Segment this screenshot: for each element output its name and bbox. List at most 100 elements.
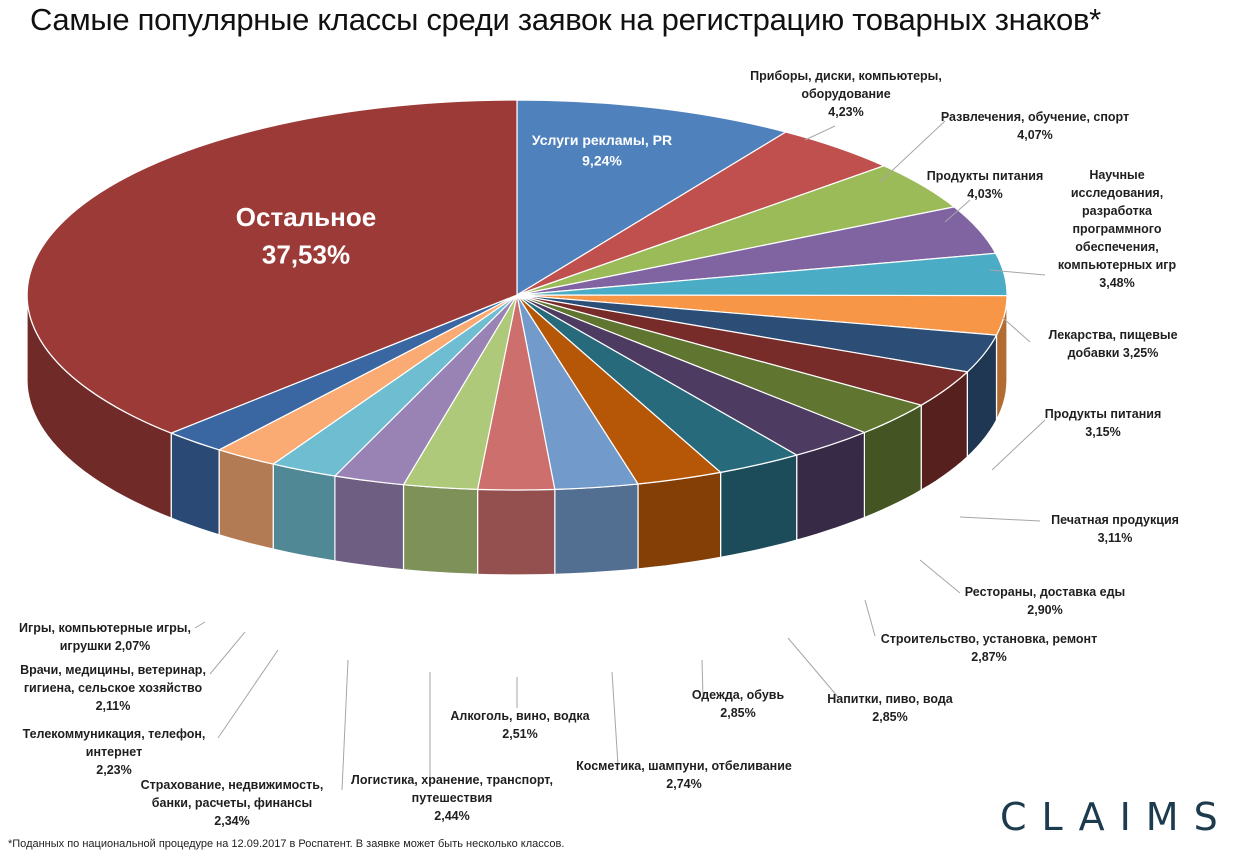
slice-label-2-line-0: Развлечения, обучение, спорт <box>941 110 1129 124</box>
slice-side-18 <box>170 432 220 536</box>
leader-lines <box>194 120 1046 791</box>
leader-line-7 <box>959 516 1041 522</box>
slice-label-5: Лекарства, пищевые добавки 3,25% <box>1048 328 1177 360</box>
slice-label-12-line-0: Косметика, шампуни, отбеливание <box>576 759 792 773</box>
slice-label-1-line-1: оборудование <box>801 87 890 101</box>
slice-label-9: Строительство, установка, ремонт 2,87% <box>881 632 1097 664</box>
chart-title: Самые популярные классы среди заявок на … <box>30 2 1101 37</box>
slice-label-8-line-1: 2,90% <box>1027 603 1062 617</box>
slice-label-19-line-0: Остальное <box>236 202 376 232</box>
slice-label-8: Рестораны, доставка еды 2,90% <box>965 585 1125 617</box>
slice-label-1: Приборы, диски, компьютеры, оборудование 4… <box>750 69 942 119</box>
slice-label-14-line-0: Логистика, хранение, транспорт, <box>351 773 553 787</box>
slice-label-9-line-1: 2,87% <box>971 650 1006 664</box>
slice-label-2: Развлечения, обучение, спорт 4,07% <box>941 110 1129 142</box>
claims-logo: CLAIMS <box>1000 795 1233 839</box>
slice-label-1-line-0: Приборы, диски, компьютеры, <box>750 69 942 83</box>
slice-label-2-line-1: 4,07% <box>1017 128 1052 142</box>
slice-label-5-line-0: Лекарства, пищевые <box>1048 328 1177 342</box>
slice-label-4-line-6: 3,48% <box>1099 276 1134 290</box>
slice-label-4-line-0: Научные <box>1089 168 1144 182</box>
slice-label-16: Телекоммуникация, телефон, интернет 2,23% <box>23 727 206 777</box>
leader-line-2 <box>879 120 946 183</box>
slice-label-3-line-1: 4,03% <box>967 187 1002 201</box>
slice-label-17-line-2: 2,11% <box>96 699 131 713</box>
footnote: *Поданных по национальной процедуре на 1… <box>8 838 565 850</box>
leader-line-16 <box>217 649 279 739</box>
slice-side-17 <box>218 448 274 550</box>
leader-line-3 <box>944 199 971 223</box>
slice-label-4: Научные исследования, разработка программно… <box>1058 168 1177 290</box>
slice-label-4-line-2: разработка <box>1082 204 1153 218</box>
slice-label-7-line-1: 3,11% <box>1098 531 1133 545</box>
slice-label-14-line-2: 2,44% <box>434 809 469 823</box>
leader-line-15 <box>341 659 349 791</box>
slice-label-17-line-1: гигиена, сельское хозяйство <box>24 681 203 695</box>
leader-line-1 <box>804 125 836 141</box>
slice-side-11 <box>637 471 722 570</box>
slice-label-18-line-1: игрушки 2,07% <box>60 639 151 653</box>
leader-line-6 <box>991 419 1046 471</box>
slice-label-4-line-3: программного <box>1073 222 1162 236</box>
pie-sides <box>26 294 1008 576</box>
slice-label-0-line-0: Услуги рекламы, PR <box>532 132 672 148</box>
slice-label-0: Услуги рекламы, PR 9,24% <box>532 132 672 168</box>
slice-label-14: Логистика, хранение, транспорт, путешеств… <box>351 773 553 823</box>
slice-label-18-line-0: Игры, компьютерные игры, <box>19 621 191 635</box>
slice-label-14-line-1: путешествия <box>412 791 493 805</box>
slice-label-13: Алкоголь, вино, водка 2,51% <box>450 709 590 741</box>
leader-line-18 <box>194 621 206 629</box>
slice-label-7-line-0: Печатная продукция <box>1051 513 1179 527</box>
slice-label-7: Печатная продукция 3,11% <box>1051 513 1179 545</box>
slice-label-4-line-4: обеспечения, <box>1075 240 1159 254</box>
pie-top-faces <box>26 99 1008 491</box>
leader-line-9 <box>864 599 876 637</box>
slice-label-9-line-0: Строительство, установка, ремонт <box>881 632 1097 646</box>
leader-line-4 <box>989 269 1046 276</box>
slice-side-16 <box>272 463 336 562</box>
slice-label-11-line-0: Одежда, обувь <box>692 688 785 702</box>
slice-label-6-line-1: 3,15% <box>1085 425 1120 439</box>
slice-label-6-line-0: Продукты питания <box>1045 407 1162 421</box>
slice-label-16-line-1: интернет <box>86 745 142 759</box>
slice-label-6: Продукты питания 3,15% <box>1045 407 1162 439</box>
leader-line-5 <box>1002 317 1031 343</box>
slice-label-0-line-1: 9,24% <box>582 152 622 168</box>
slice-label-13-line-0: Алкоголь, вино, водка <box>450 709 590 723</box>
slice-label-15-line-0: Страхование, недвижимость, <box>141 778 324 792</box>
slice-label-17: Врачи, медицины, ветеринар, гигиена, сель… <box>20 663 206 713</box>
leader-line-17 <box>209 631 246 675</box>
slice-label-8-line-0: Рестораны, доставка еды <box>965 585 1125 599</box>
slice-side-15 <box>334 475 405 571</box>
slice-label-3: Продукты питания 4,03% <box>927 169 1044 201</box>
slice-label-10-line-1: 2,85% <box>872 710 907 724</box>
slice-0 <box>516 99 788 297</box>
slice-label-10-line-0: Напитки, пиво, вода <box>827 692 953 706</box>
leader-line-10 <box>787 637 839 698</box>
slice-label-4-line-5: компьютерных игр <box>1058 258 1177 272</box>
slice-label-16-line-0: Телекоммуникация, телефон, <box>23 727 206 741</box>
slice-label-15: Страхование, недвижимость, банки, расчеты… <box>141 778 324 828</box>
slice-side-13 <box>477 488 556 576</box>
slice-side-14 <box>402 484 479 576</box>
slice-label-16-line-2: 2,23% <box>96 763 131 777</box>
slice-19 <box>26 99 518 434</box>
slice-label-13-line-1: 2,51% <box>502 727 537 741</box>
leader-line-12 <box>611 671 619 766</box>
slice-side-12 <box>554 483 639 576</box>
slice-labels: Услуги рекламы, PR 9,24% Приборы, диски, к… <box>19 69 1179 828</box>
slice-label-11-line-1: 2,85% <box>720 706 755 720</box>
slice-label-5-line-1: добавки 3,25% <box>1068 346 1159 360</box>
leader-line-11 <box>701 659 704 698</box>
leader-line-8 <box>919 559 961 594</box>
slice-label-10: Напитки, пиво, вода 2,85% <box>827 692 953 724</box>
slice-label-1-line-2: 4,23% <box>828 105 863 119</box>
slice-label-19: Остальное 37,53% <box>236 202 376 270</box>
slice-label-17-line-0: Врачи, медицины, ветеринар, <box>20 663 206 677</box>
slice-label-18: Игры, компьютерные игры, игрушки 2,07% <box>19 621 191 653</box>
slice-label-19-line-1: 37,53% <box>262 240 350 270</box>
slice-label-12-line-1: 2,74% <box>666 777 701 791</box>
slice-label-11: Одежда, обувь 2,85% <box>692 688 785 720</box>
slice-label-4-line-1: исследования, <box>1071 186 1163 200</box>
